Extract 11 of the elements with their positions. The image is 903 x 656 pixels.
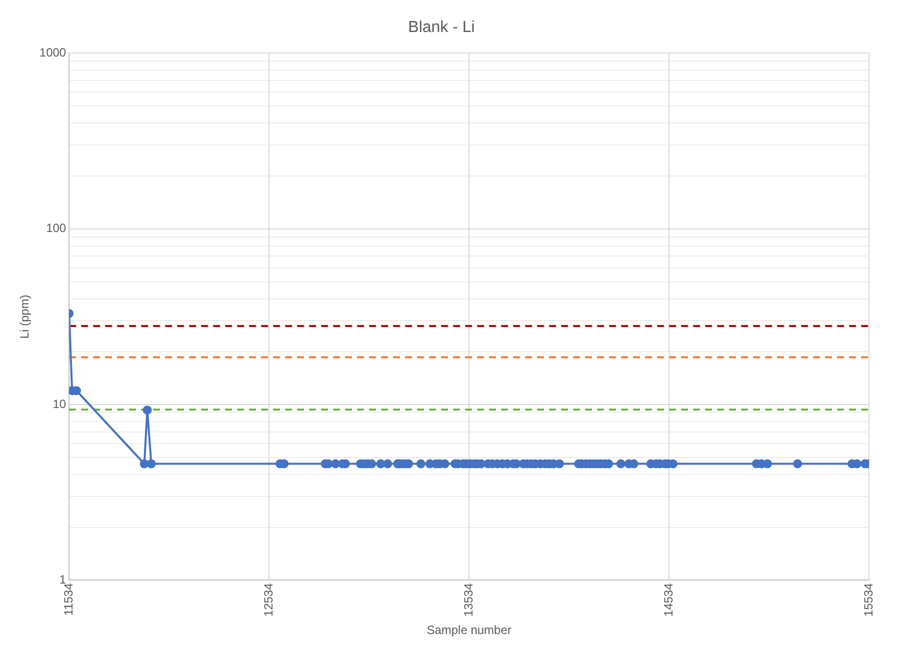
y-tick-label: 1000 (39, 46, 66, 60)
y-tick-label: 100 (46, 221, 66, 236)
x-tick-label: 15534 (861, 582, 876, 617)
x-axis-title: Sample number (426, 623, 512, 638)
y-tick-label: 10 (52, 396, 66, 411)
x-tick-label: 12534 (261, 582, 276, 617)
chart-title: Blank - Li (408, 19, 475, 36)
x-tick-label: 11534 (61, 582, 76, 616)
y-axis-title: Li (ppm) (18, 294, 32, 339)
x-tick-label: 14534 (661, 582, 676, 617)
x-tick-label: 13534 (461, 582, 476, 617)
